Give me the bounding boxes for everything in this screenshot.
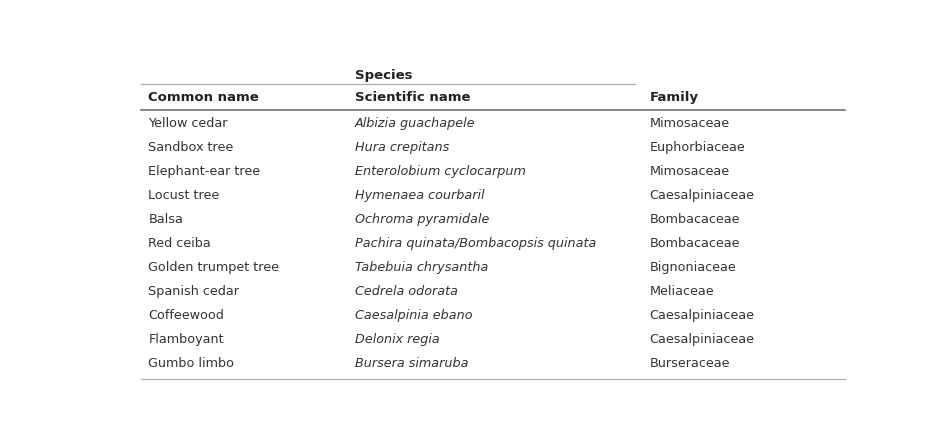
Text: Mimosaceae: Mimosaceae — [650, 165, 729, 179]
Text: Golden trumpet tree: Golden trumpet tree — [148, 261, 280, 274]
Text: Cedrela odorata: Cedrela odorata — [355, 285, 457, 299]
Text: Delonix regia: Delonix regia — [355, 334, 439, 346]
Text: Spanish cedar: Spanish cedar — [148, 285, 240, 299]
Text: Burseraceae: Burseraceae — [650, 358, 730, 370]
Text: Hura crepitans: Hura crepitans — [355, 141, 449, 155]
Text: Tabebuia chrysantha: Tabebuia chrysantha — [355, 261, 488, 274]
Text: Elephant-ear tree: Elephant-ear tree — [148, 165, 261, 179]
Text: Coffeewood: Coffeewood — [148, 309, 224, 323]
Text: Bombacaceae: Bombacaceae — [650, 214, 740, 226]
Text: Yellow cedar: Yellow cedar — [148, 117, 228, 130]
Text: Caesalpiniaceae: Caesalpiniaceae — [650, 190, 754, 202]
Text: Species: Species — [356, 70, 413, 82]
Text: Euphorbiaceae: Euphorbiaceae — [650, 141, 746, 155]
Text: Pachira quinata/Bombacopsis quinata: Pachira quinata/Bombacopsis quinata — [355, 237, 596, 250]
Text: Meliaceae: Meliaceae — [650, 285, 714, 299]
Text: Bignoniaceae: Bignoniaceae — [650, 261, 736, 274]
Text: Caesalpiniaceae: Caesalpiniaceae — [650, 309, 754, 323]
Text: Locust tree: Locust tree — [148, 190, 220, 202]
Text: Sandbox tree: Sandbox tree — [148, 141, 234, 155]
Text: Mimosaceae: Mimosaceae — [650, 117, 729, 130]
Text: Scientific name: Scientific name — [355, 91, 470, 104]
Text: Balsa: Balsa — [148, 214, 184, 226]
Text: Ochroma pyramidale: Ochroma pyramidale — [355, 214, 489, 226]
Text: Gumbo limbo: Gumbo limbo — [148, 358, 234, 370]
Text: Red ceiba: Red ceiba — [148, 237, 211, 250]
Text: Enterolobium cyclocarpum: Enterolobium cyclocarpum — [355, 165, 526, 179]
Text: Caesalpiniaceae: Caesalpiniaceae — [650, 334, 754, 346]
Text: Hymenaea courbaril: Hymenaea courbaril — [355, 190, 484, 202]
Text: Bursera simaruba: Bursera simaruba — [355, 358, 468, 370]
Text: Albizia guachapele: Albizia guachapele — [355, 117, 476, 130]
Text: Family: Family — [650, 91, 699, 104]
Text: Common name: Common name — [148, 91, 259, 104]
Text: Flamboyant: Flamboyant — [148, 334, 224, 346]
Text: Caesalpinia ebano: Caesalpinia ebano — [355, 309, 473, 323]
Text: Bombacaceae: Bombacaceae — [650, 237, 740, 250]
